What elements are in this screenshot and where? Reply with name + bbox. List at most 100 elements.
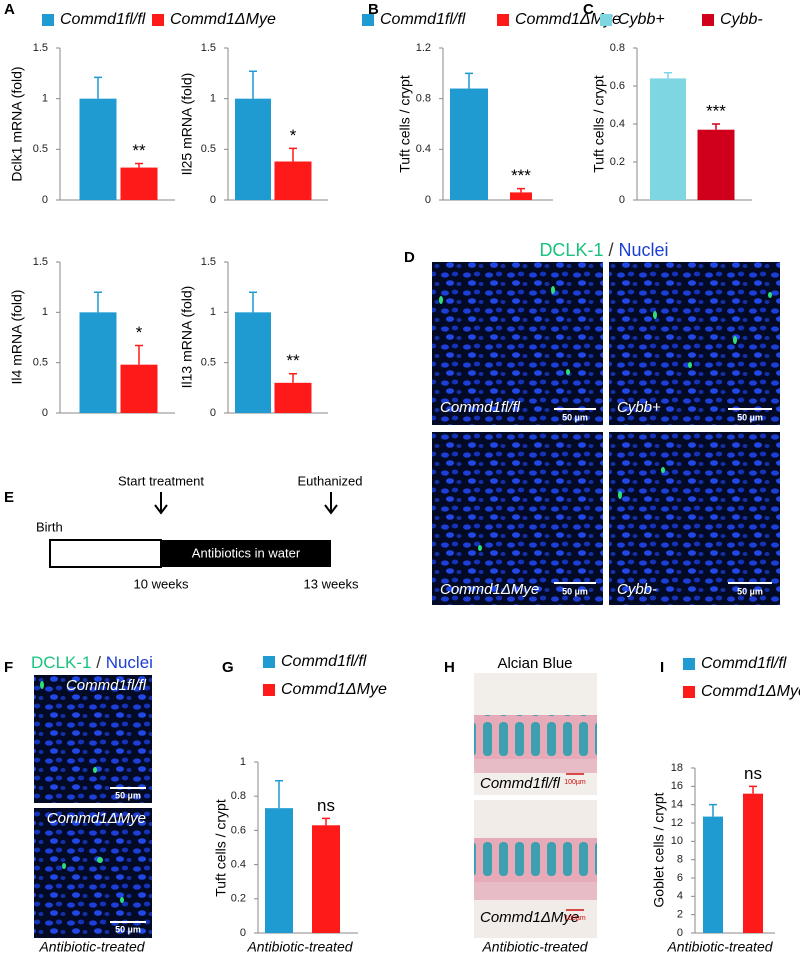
y-tick-label: 16 <box>671 780 683 792</box>
image-label: Commd1fl/fl <box>480 775 561 792</box>
y-tick-label: 0.8 <box>231 790 246 802</box>
y-tick-label: 0 <box>42 194 48 206</box>
bar <box>235 312 271 413</box>
legend-swatch <box>362 14 374 26</box>
legend-swatch <box>600 14 612 26</box>
micrograph <box>34 675 152 803</box>
y-tick-label: 6 <box>677 872 683 884</box>
y-axis-label: Goblet cells / crypt <box>651 792 667 907</box>
y-tick-label: 0.5 <box>201 357 216 369</box>
error-bar <box>135 162 143 168</box>
bar <box>120 167 158 200</box>
micrograph <box>609 432 780 605</box>
bar <box>235 98 271 200</box>
y-tick-label: 0.4 <box>416 143 431 155</box>
scale-label: 100µm <box>564 779 586 786</box>
legend-label: Cybb- <box>720 11 763 28</box>
y-tick-label: 0.4 <box>610 118 625 130</box>
y-tick-label: 0.2 <box>231 893 246 905</box>
y-tick-label: 14 <box>671 799 683 811</box>
legend-label: Commd1ΔMye <box>170 11 276 28</box>
y-tick-label: 1 <box>210 306 216 318</box>
caption: Antibiotic-treated <box>38 939 145 955</box>
error-bar <box>135 344 143 365</box>
image-label: Commd1ΔMye <box>440 581 539 598</box>
panel-label: H <box>444 659 455 676</box>
y-tick-label: 1.5 <box>201 256 216 268</box>
significance: * <box>136 323 143 342</box>
legend-swatch <box>263 684 275 696</box>
y-axis-label: Dclk1 mRNA (fold) <box>9 66 25 181</box>
scale-bars <box>110 787 146 923</box>
image-label: Commd1fl/fl <box>66 677 147 694</box>
legend-label: Commd1fl/fl <box>380 11 466 28</box>
error-bar <box>749 785 757 794</box>
y-tick-label: 0.4 <box>231 859 246 871</box>
error-bar <box>517 187 525 193</box>
x-axis-label: Antibiotic-treated <box>666 939 773 955</box>
arrow <box>324 492 338 515</box>
x-axis-label: Antibiotic-treated <box>246 939 353 955</box>
timeline-label: Start treatment <box>118 473 204 488</box>
stain: DCLK-1 <box>539 240 603 260</box>
image-label: Commd1fl/fl <box>440 399 521 416</box>
error-bar <box>712 123 720 130</box>
micrograph <box>432 262 603 425</box>
legend-label: Commd1fl/fl <box>281 653 367 670</box>
panel-e: Birth Start treatment Euthanized Antibio… <box>36 473 363 591</box>
mucosa <box>474 838 597 882</box>
scale-label: 100µm <box>564 915 586 922</box>
y-tick-label: 1.5 <box>33 42 48 54</box>
error-bar <box>664 71 672 79</box>
counterstain: Nuclei <box>619 240 669 260</box>
panel-label: E <box>4 489 14 506</box>
legend-swatch <box>497 14 509 26</box>
y-tick-label: 0.6 <box>231 824 246 836</box>
legend-label: Commd1fl/fl <box>701 655 787 672</box>
panel-label: F <box>4 659 13 676</box>
scale-label: 50 µm <box>562 412 588 422</box>
image-label: Commd1ΔMye <box>47 810 146 827</box>
significance: ** <box>132 141 146 160</box>
legend-label: Commd1ΔMye <box>281 681 387 698</box>
micrograph <box>432 432 603 605</box>
significance: ** <box>286 351 300 370</box>
image-label: Cybb+ <box>617 399 661 416</box>
bar <box>79 312 117 413</box>
scale-label: 50 µm <box>115 790 141 800</box>
image-label: Commd1ΔMye <box>480 909 579 926</box>
separator: / <box>608 240 613 260</box>
significance: *** <box>706 101 726 120</box>
legend-label: Cybb+ <box>618 11 665 28</box>
caption: Antibiotic-treated <box>481 939 588 955</box>
panel-f: DCLK-1 / Nuclei Commd1fl/fl Commd1ΔMye 5… <box>31 653 153 954</box>
legend-label: Commd1ΔMye <box>515 11 621 28</box>
error-bar <box>465 72 473 89</box>
bar <box>274 382 312 413</box>
legend-swatch <box>702 14 714 26</box>
y-axis-label: Il4 mRNA (fold) <box>9 290 25 385</box>
y-axis-label: Il13 mRNA (fold) <box>179 286 195 389</box>
bar <box>265 808 293 933</box>
y-tick-label: 0 <box>677 927 683 939</box>
error-bar <box>94 291 102 313</box>
error-bar <box>709 803 717 817</box>
panel-label: D <box>404 249 415 266</box>
submucosa <box>474 882 597 900</box>
bar <box>450 88 488 200</box>
legend-label: Commd1fl/fl <box>60 11 146 28</box>
y-tick-label: 0 <box>210 407 216 419</box>
scale-label: 50 µm <box>737 412 763 422</box>
micrograph <box>34 808 152 938</box>
bar <box>79 98 117 200</box>
panel-label: I <box>660 659 664 676</box>
y-tick-label: 0 <box>42 407 48 419</box>
y-axis-label: Tuft cells / crypt <box>591 75 607 173</box>
submucosa <box>474 759 597 773</box>
error-bar <box>275 780 283 809</box>
y-tick-label: 1 <box>210 93 216 105</box>
micrograph <box>609 262 780 425</box>
panel-label: G <box>222 659 234 676</box>
panel-labels: A B C D E F G H I <box>4 1 664 676</box>
